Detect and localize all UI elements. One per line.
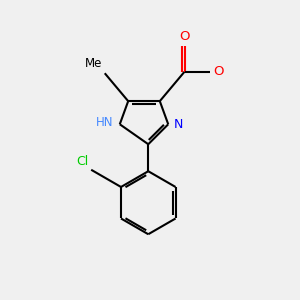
Text: Me: Me — [84, 57, 102, 70]
Text: O: O — [179, 30, 190, 43]
Text: O: O — [214, 65, 224, 78]
Text: HN: HN — [96, 116, 113, 129]
Text: Cl: Cl — [76, 155, 88, 168]
Text: N: N — [174, 118, 183, 131]
